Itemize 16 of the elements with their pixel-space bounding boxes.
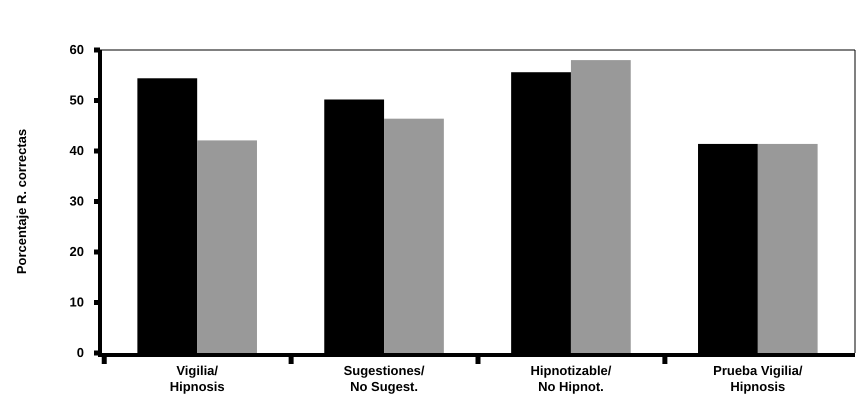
- y-tick-label: 10: [70, 294, 84, 310]
- y-tick-label: 40: [70, 143, 84, 158]
- y-axis-title: Porcentaje R. correctas: [14, 128, 29, 274]
- y-tick-label: 60: [70, 42, 84, 58]
- bar: [758, 144, 818, 353]
- x-tick-label: Sugestiones/ No Sugest.: [344, 363, 425, 394]
- bar: [570, 60, 631, 353]
- y-tick-label: 0: [76, 345, 84, 360]
- y-tick-label: 30: [70, 194, 84, 209]
- y-tick-label: 20: [70, 244, 84, 260]
- y-tick-label: 50: [70, 92, 84, 108]
- x-tick-label: Hipnotizable/ No Hipnot.: [530, 363, 612, 394]
- bar: [384, 118, 444, 353]
- bar: [197, 140, 257, 353]
- x-tick-label: Prueba Vigilia/ Hipnosis: [713, 363, 803, 394]
- x-tick-label: Vigilia/ Hipnosis: [170, 363, 225, 394]
